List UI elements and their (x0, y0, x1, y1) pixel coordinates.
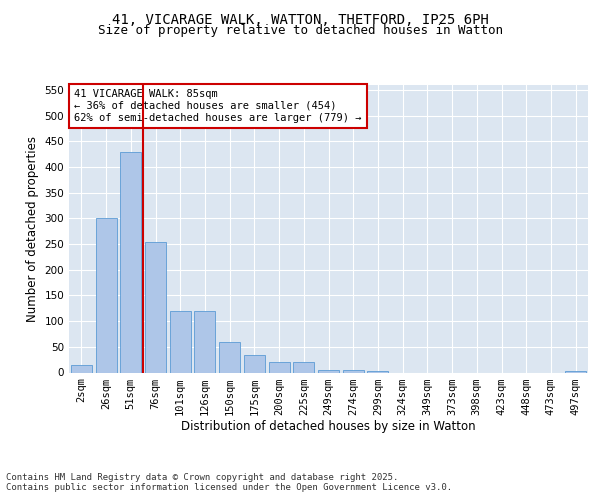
Bar (71, 365, 92, 372)
X-axis label: Distribution of detached houses by size in Watton: Distribution of detached houses by size … (181, 420, 476, 434)
Bar (145, 242, 166, 372)
Bar (170, 311, 191, 372)
Bar (244, 354, 265, 372)
Bar (194, 311, 215, 372)
Bar (343, 370, 364, 372)
Text: Contains HM Land Registry data © Crown copyright and database right 2025.
Contai: Contains HM Land Registry data © Crown c… (6, 472, 452, 492)
Text: 41, VICARAGE WALK, WATTON, THETFORD, IP25 6PH: 41, VICARAGE WALK, WATTON, THETFORD, IP2… (112, 12, 488, 26)
Bar (269, 362, 290, 372)
Bar (95, 218, 116, 372)
Bar (219, 342, 240, 372)
Text: 41 VICARAGE WALK: 85sqm
← 36% of detached houses are smaller (454)
62% of semi-d: 41 VICARAGE WALK: 85sqm ← 36% of detache… (74, 90, 362, 122)
Bar (367, 371, 388, 372)
Bar (293, 362, 314, 372)
Y-axis label: Number of detached properties: Number of detached properties (26, 136, 39, 322)
Text: Size of property relative to detached houses in Watton: Size of property relative to detached ho… (97, 24, 503, 37)
Bar (318, 370, 339, 372)
Bar (120, 152, 141, 372)
